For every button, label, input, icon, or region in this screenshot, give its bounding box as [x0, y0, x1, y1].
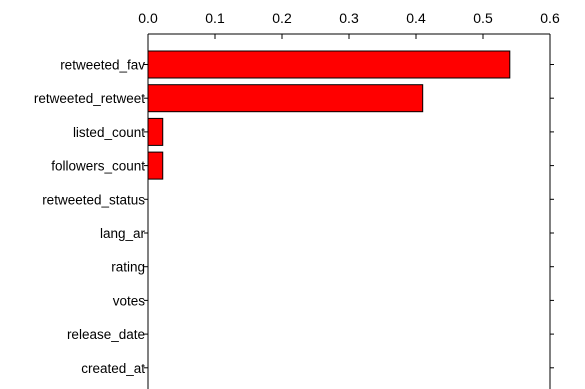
x-tick-label: 0.3	[339, 10, 359, 26]
category-label: votes	[113, 293, 146, 308]
labels: 0.0 0.1 0.2 0.3 0.4 0.5 0.6 retweeted_favretwee…	[34, 10, 560, 376]
x-tick-label: 0.0	[138, 10, 158, 26]
category-label: retweeted_retweet	[34, 91, 145, 106]
bar-followers-count	[147, 151, 164, 180]
x-tick-label: 0.2	[272, 10, 292, 26]
category-label: release_date	[67, 327, 145, 342]
bar-retweeted-retweet	[147, 84, 424, 113]
category-label: followers_count	[51, 159, 145, 174]
bar-retweeted-fav	[147, 50, 511, 79]
category-label: listed_count	[73, 125, 145, 140]
bars	[147, 50, 511, 180]
category-label: created_at	[81, 361, 145, 376]
x-tick-label: 0.1	[205, 10, 225, 26]
bar-listed-count	[147, 117, 164, 146]
category-label: retweeted_fav	[60, 58, 145, 73]
x-tick-label: 0.5	[473, 10, 493, 26]
x-tick-label: 0.4	[406, 10, 426, 26]
category-label: rating	[111, 260, 145, 275]
category-label: lang_ar	[100, 226, 146, 241]
category-label: retweeted_status	[42, 192, 145, 207]
x-tick-label: 0.6	[540, 10, 560, 26]
